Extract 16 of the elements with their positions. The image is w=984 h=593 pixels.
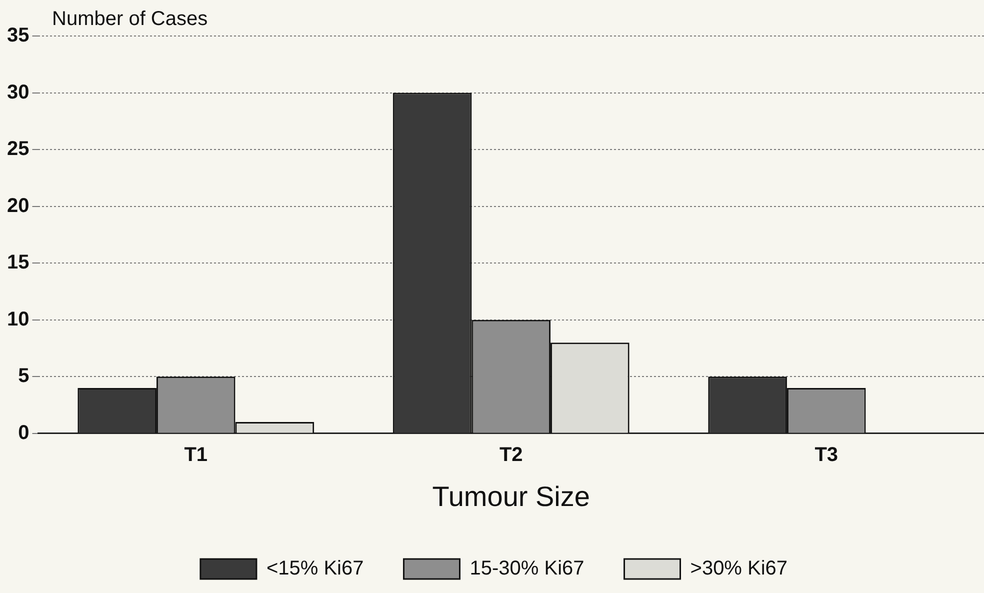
legend-label: >30% Ki67 [690,558,788,580]
y-tick-label: 35 [6,24,30,47]
y-tick-label: 5 [18,365,30,388]
y-tick-label: 25 [6,138,30,160]
x-axis-title: Tumour Size [432,480,590,512]
y-tick-label: 20 [6,194,30,217]
x-tick-label: T1 [184,444,208,466]
legend-label: 15-30% Ki67 [470,558,584,580]
x-tick-label: T3 [814,444,838,466]
legend-label: <15% Ki67 [266,558,364,580]
x-tick-label: T2 [499,444,523,466]
y-tick-label: 10 [6,308,30,330]
y-axis-title: Number of Cases [52,8,208,31]
y-tick-label: 0 [18,422,30,444]
y-tick-label: 15 [6,252,30,274]
y-tick-label: 30 [6,81,30,104]
